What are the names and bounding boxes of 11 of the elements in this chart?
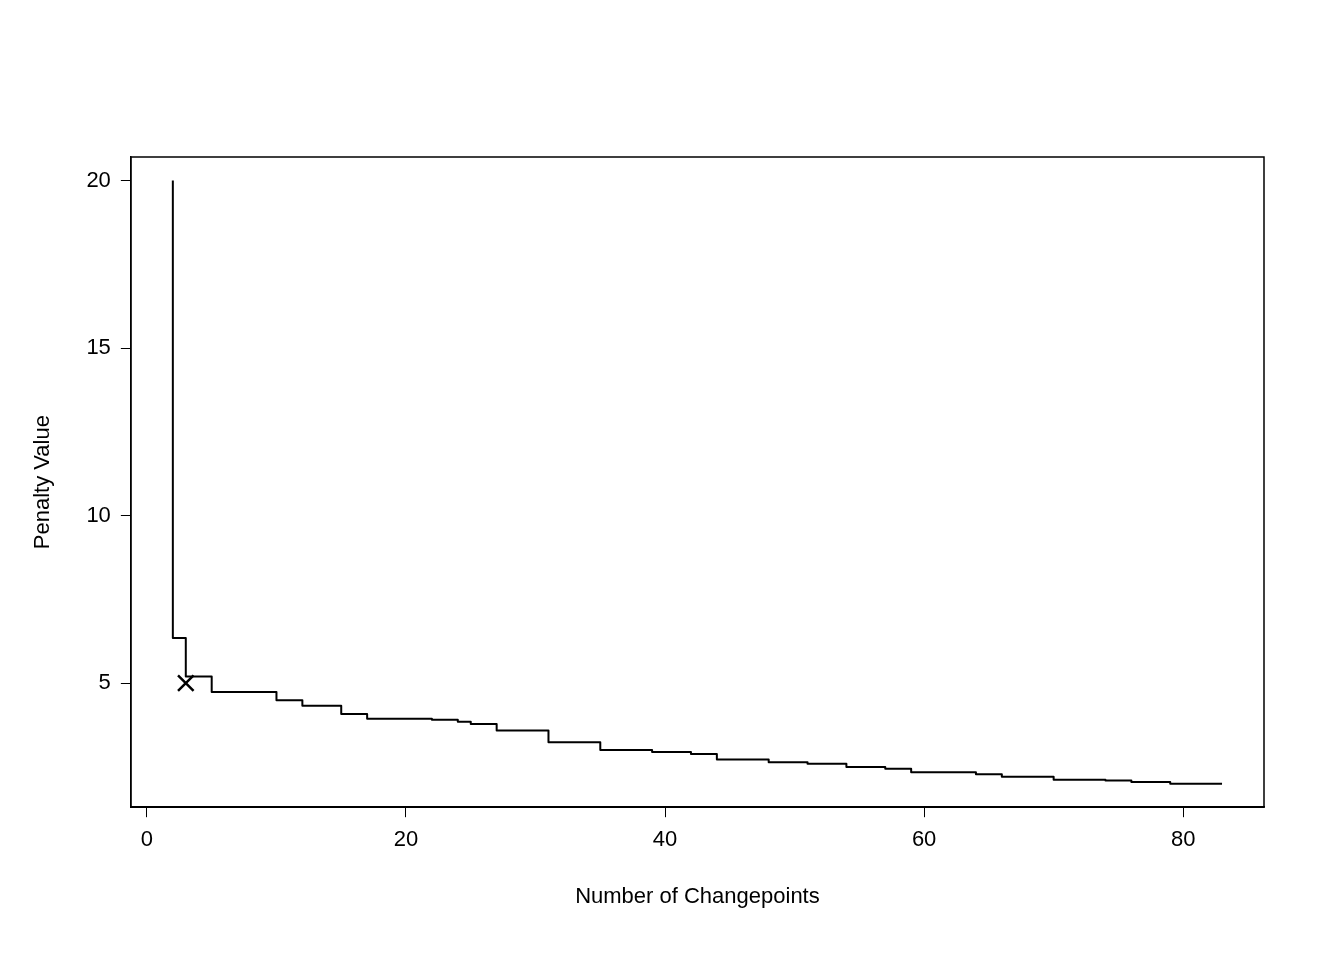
y-tick-label: 15 <box>86 334 111 360</box>
x-tick-label: 60 <box>911 826 937 852</box>
x-axis-title: Number of Changepoints <box>575 882 820 908</box>
y-tick-label: 10 <box>86 501 111 527</box>
x-tick-label: 40 <box>652 826 678 852</box>
x-tick-label: 20 <box>393 826 419 852</box>
y-axis-title: Penalty Value <box>29 415 55 550</box>
y-tick-label: 20 <box>86 166 111 192</box>
x-tick-label: 0 <box>140 826 154 852</box>
x-tick-label: 80 <box>1170 826 1196 852</box>
y-tick-label: 5 <box>98 669 111 695</box>
